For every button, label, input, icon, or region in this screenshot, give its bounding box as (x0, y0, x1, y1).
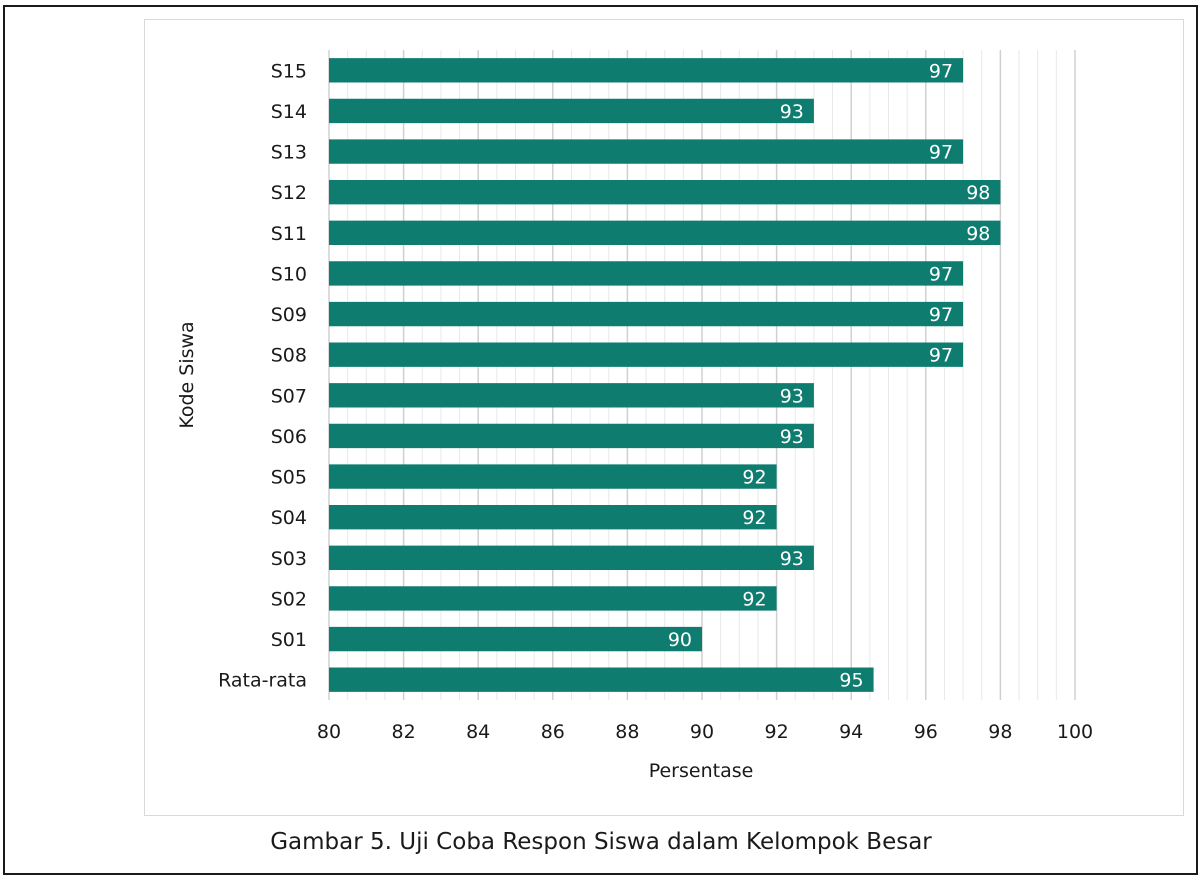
bar-s08 (329, 342, 964, 367)
data-label-s07: 93 (780, 385, 804, 407)
category-label-s05: S05 (271, 467, 307, 489)
data-label-s10: 97 (929, 263, 953, 285)
x-tick-label: 96 (914, 721, 938, 743)
x-tick-label: 86 (541, 721, 565, 743)
bar-rata-rata (329, 667, 874, 692)
category-label-s06: S06 (271, 426, 307, 448)
data-label-s09: 97 (929, 304, 953, 326)
data-label-s13: 97 (929, 142, 953, 164)
bar-s01 (329, 626, 702, 652)
x-tick-label: 94 (839, 721, 863, 743)
bar-s04 (329, 505, 777, 530)
data-label-s14: 93 (780, 101, 804, 123)
bar-s09 (329, 301, 964, 327)
bar-s14 (329, 98, 814, 124)
data-label-s08: 97 (929, 345, 953, 367)
category-label-s07: S07 (271, 385, 307, 407)
x-tick-label: 90 (690, 721, 714, 743)
data-label-s15: 97 (929, 60, 953, 82)
category-label-s11: S11 (271, 223, 307, 245)
category-label-rata-rata: Rata-rata (218, 670, 307, 692)
x-tick-label: 100 (1057, 721, 1093, 743)
data-label-s12: 98 (966, 182, 990, 204)
data-label-s04: 92 (742, 507, 766, 529)
bars: 97 93 97 98 98 97 97 97 93 93 92 92 93 92 90 95 (329, 58, 1001, 692)
category-label-s03: S03 (271, 548, 307, 570)
category-label-s09: S09 (271, 304, 307, 326)
data-label-rata-rata: 95 (839, 670, 863, 692)
figure-caption: Gambar 5. Uji Coba Respon Siswa dalam Ke… (270, 829, 932, 855)
data-label-s06: 93 (780, 426, 804, 448)
x-tick-label: 98 (988, 721, 1012, 743)
x-tick-label: 84 (466, 721, 490, 743)
bar-s15 (329, 58, 964, 83)
category-label-s14: S14 (271, 101, 307, 123)
data-label-s02: 92 (742, 588, 766, 610)
category-label-s13: S13 (271, 142, 307, 164)
data-label-s05: 92 (742, 467, 766, 489)
category-label-s04: S04 (271, 507, 307, 529)
category-label-s08: S08 (271, 345, 307, 367)
x-tick-label: 88 (615, 721, 639, 743)
category-labels: S15 S14 S13 S12 S11 S10 S09 S08 S07 S06 S05 S04 S03 S… (218, 60, 307, 691)
data-label-s01: 90 (668, 629, 692, 651)
bar-s10 (329, 261, 964, 286)
category-label-s02: S02 (271, 588, 307, 610)
x-axis-title: Persentase (649, 760, 754, 782)
x-tick-labels: 80 82 84 86 88 90 92 94 96 98 100 (317, 721, 1093, 743)
bar-s05 (329, 464, 777, 489)
category-label-s12: S12 (271, 182, 307, 204)
x-tick-label: 82 (392, 721, 416, 743)
data-label-s11: 98 (966, 223, 990, 245)
x-tick-label: 80 (317, 721, 341, 743)
bar-s13 (329, 139, 964, 164)
category-label-s01: S01 (271, 629, 307, 651)
bar-s03 (329, 545, 814, 570)
x-tick-label: 92 (765, 721, 789, 743)
category-label-s15: S15 (271, 60, 307, 82)
y-axis-title: Kode Siswa (176, 321, 198, 428)
bar-s11 (329, 220, 1001, 245)
bar-s12 (329, 180, 1001, 205)
bar-s02 (329, 586, 777, 611)
bar-s06 (329, 423, 814, 449)
data-label-s03: 93 (780, 548, 804, 570)
category-label-s10: S10 (271, 263, 307, 285)
bar-s07 (329, 383, 814, 408)
